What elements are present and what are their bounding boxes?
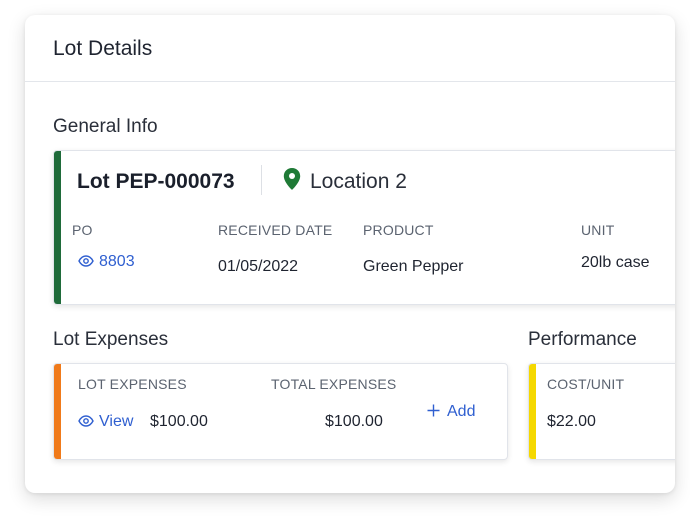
add-label: Add (447, 403, 476, 420)
lot-name: Lot PEP-000073 (77, 170, 235, 193)
performance-accent (529, 364, 536, 459)
received-date-value: 01/05/2022 (218, 258, 299, 275)
location-pin-icon (283, 168, 301, 190)
general-info-card (53, 150, 675, 305)
product-label: PRODUCT (363, 222, 434, 238)
lot-expenses-card (53, 363, 508, 460)
lot-expenses-accent (54, 364, 61, 459)
performance-card (528, 363, 675, 460)
eye-icon (78, 415, 94, 427)
unit-value: 20lb case (581, 254, 650, 271)
view-expenses-link[interactable]: View (78, 413, 133, 431)
lot-expenses-label: LOT EXPENSES (78, 376, 187, 392)
lot-expenses-title: Lot Expenses (53, 329, 169, 350)
lot-expenses-value: $100.00 (150, 413, 208, 430)
po-value: 8803 (99, 253, 135, 270)
add-expense-button[interactable]: Add (427, 403, 475, 421)
total-expenses-label: TOTAL EXPENSES (271, 376, 397, 392)
plus-icon (427, 404, 440, 417)
total-expenses-value: $100.00 (325, 413, 383, 430)
general-info-title: General Info (53, 116, 158, 137)
performance-title: Performance (528, 329, 637, 350)
received-date-label: RECEIVED DATE (218, 222, 333, 238)
panel-header: Lot Details (25, 15, 675, 82)
header-divider (261, 165, 262, 195)
cost-unit-label: COST/UNIT (547, 376, 625, 392)
po-label: PO (72, 222, 93, 238)
panel-title: Lot Details (53, 37, 153, 60)
general-info-accent (54, 151, 61, 304)
po-link[interactable]: 8803 (78, 253, 135, 271)
cost-unit-value: $22.00 (547, 413, 596, 430)
view-label: View (99, 413, 134, 430)
location-label: Location 2 (310, 170, 407, 193)
product-value: Green Pepper (363, 258, 464, 275)
lot-details-panel: Lot Details General Info Lot PEP-000073 … (25, 15, 675, 493)
unit-label: UNIT (581, 222, 615, 238)
eye-icon (78, 255, 94, 267)
